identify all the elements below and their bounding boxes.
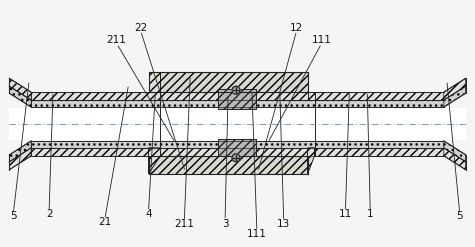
Polygon shape — [314, 141, 444, 148]
Text: 12: 12 — [290, 22, 304, 33]
Text: 5: 5 — [456, 211, 463, 222]
Text: 5: 5 — [10, 211, 17, 222]
Text: 1: 1 — [367, 209, 373, 220]
Polygon shape — [10, 78, 31, 100]
Polygon shape — [444, 78, 466, 100]
Circle shape — [232, 154, 240, 162]
Polygon shape — [149, 156, 308, 174]
Text: 22: 22 — [134, 22, 147, 33]
Circle shape — [232, 86, 240, 94]
Polygon shape — [31, 141, 161, 148]
Polygon shape — [31, 148, 161, 156]
Text: 4: 4 — [145, 209, 152, 220]
Text: 21: 21 — [98, 217, 111, 227]
Text: 211: 211 — [107, 36, 127, 45]
Polygon shape — [444, 86, 466, 107]
Polygon shape — [149, 148, 161, 174]
Polygon shape — [10, 148, 31, 170]
Polygon shape — [10, 86, 31, 107]
Text: 13: 13 — [277, 219, 290, 229]
Polygon shape — [314, 100, 444, 107]
Text: 3: 3 — [222, 219, 228, 229]
Polygon shape — [218, 139, 256, 156]
Text: 11: 11 — [339, 209, 352, 220]
Text: 111: 111 — [247, 229, 267, 239]
Polygon shape — [161, 141, 314, 148]
Polygon shape — [149, 72, 308, 92]
Polygon shape — [161, 148, 314, 156]
Polygon shape — [31, 100, 161, 107]
Polygon shape — [161, 92, 314, 100]
Text: 211: 211 — [174, 219, 194, 229]
Polygon shape — [444, 141, 466, 162]
Polygon shape — [161, 100, 314, 107]
Polygon shape — [308, 148, 314, 174]
Polygon shape — [314, 92, 444, 100]
Text: 111: 111 — [312, 36, 332, 45]
Polygon shape — [308, 92, 314, 100]
Text: 2: 2 — [46, 209, 52, 220]
Polygon shape — [218, 89, 256, 109]
Polygon shape — [31, 92, 161, 100]
Polygon shape — [10, 108, 466, 140]
Polygon shape — [314, 148, 444, 156]
Polygon shape — [10, 141, 31, 162]
Polygon shape — [149, 72, 161, 92]
Polygon shape — [444, 148, 466, 170]
